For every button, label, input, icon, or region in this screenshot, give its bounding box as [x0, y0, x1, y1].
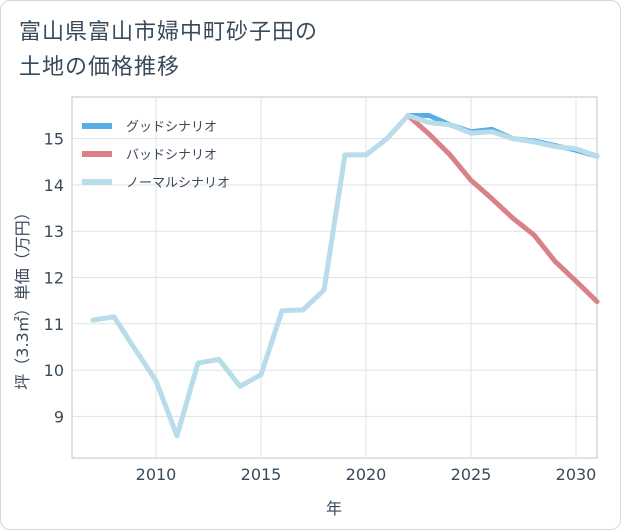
- legend-label: グッドシナリオ: [126, 120, 217, 135]
- chart-title-line-1: 富山県富山市婦中町砂子田の: [19, 20, 319, 45]
- y-tick-label: 10: [44, 361, 64, 380]
- x-tick-label: 2020: [346, 465, 387, 484]
- y-tick-label: 13: [44, 222, 64, 241]
- x-tick-label: 2010: [136, 465, 177, 484]
- y-tick-label: 15: [44, 130, 64, 149]
- tick-labels: 9 10 11 12 13 14 15 2010 2015 2020 2025 2030: [44, 130, 597, 484]
- series-group: [90, 113, 600, 439]
- chart-title: 富山県富山市婦中町砂子田の 土地の価格推移: [19, 15, 439, 85]
- legend-label: ノーマルシナリオ: [126, 176, 230, 191]
- series-line-1: [405, 113, 600, 305]
- y-tick-label: 14: [44, 176, 64, 195]
- chart-title-line-2: 土地の価格推移: [19, 55, 181, 80]
- x-axis-label: 年: [326, 499, 342, 518]
- y-axis-label: 坪（3.3㎡）単価（万円）: [13, 204, 32, 389]
- legend-label: バッドシナリオ: [126, 148, 217, 163]
- series-line-2: [90, 113, 600, 439]
- y-tick-label: 9: [54, 407, 64, 426]
- x-tick-label: 2015: [241, 465, 282, 484]
- y-tick-label: 11: [44, 315, 64, 334]
- x-tick-label: 2025: [451, 465, 492, 484]
- x-tick-label: 2030: [556, 465, 597, 484]
- y-tick-label: 12: [44, 269, 64, 288]
